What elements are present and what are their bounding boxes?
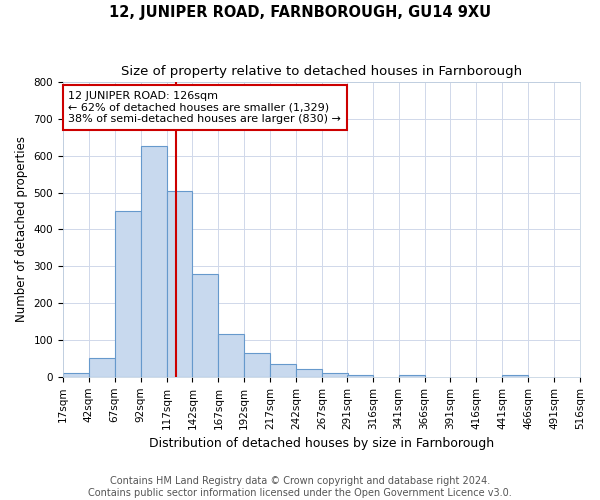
Bar xyxy=(347,375,373,377)
Bar xyxy=(296,370,322,377)
Bar xyxy=(398,375,425,377)
Bar xyxy=(89,358,115,377)
Bar xyxy=(115,211,140,377)
Bar xyxy=(322,373,348,377)
Bar xyxy=(270,364,296,377)
Bar xyxy=(167,190,193,377)
Y-axis label: Number of detached properties: Number of detached properties xyxy=(15,136,28,322)
Bar xyxy=(244,353,270,377)
Bar xyxy=(502,375,528,377)
Bar xyxy=(63,373,89,377)
Bar xyxy=(140,146,167,377)
Text: Contains HM Land Registry data © Crown copyright and database right 2024.
Contai: Contains HM Land Registry data © Crown c… xyxy=(88,476,512,498)
Bar xyxy=(218,334,244,377)
Text: 12, JUNIPER ROAD, FARNBOROUGH, GU14 9XU: 12, JUNIPER ROAD, FARNBOROUGH, GU14 9XU xyxy=(109,5,491,20)
Bar xyxy=(193,274,218,377)
Title: Size of property relative to detached houses in Farnborough: Size of property relative to detached ho… xyxy=(121,65,522,78)
Text: 12 JUNIPER ROAD: 126sqm
← 62% of detached houses are smaller (1,329)
38% of semi: 12 JUNIPER ROAD: 126sqm ← 62% of detache… xyxy=(68,91,341,124)
X-axis label: Distribution of detached houses by size in Farnborough: Distribution of detached houses by size … xyxy=(149,437,494,450)
